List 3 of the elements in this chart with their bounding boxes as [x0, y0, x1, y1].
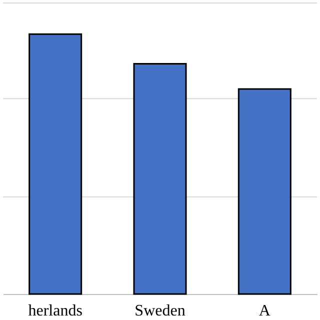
- x-tick-label: herlands: [28, 302, 82, 320]
- x-tick-label: A: [258, 302, 271, 320]
- x-tick-label: Sweden: [134, 302, 186, 320]
